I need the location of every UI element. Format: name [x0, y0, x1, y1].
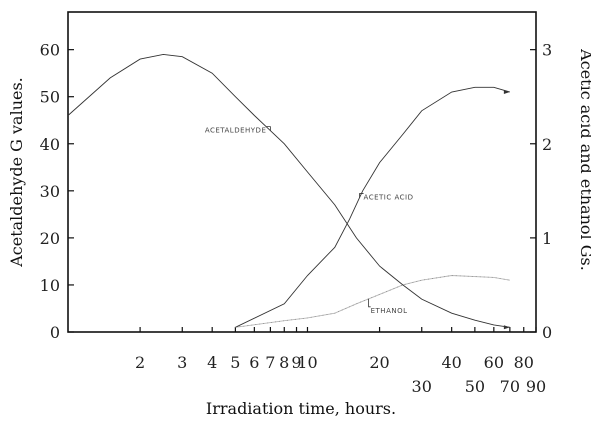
series-line-acetic-acid — [235, 86, 511, 328]
x-tick-label: 50 — [465, 377, 485, 396]
acetaldehyde-end-arrow — [503, 325, 510, 330]
series-line-ethanol — [235, 275, 510, 328]
x-tick-label: 4 — [207, 353, 217, 372]
right-y-axis-title: Acetic acid and ethanol Gs. — [577, 48, 591, 271]
series-line-acetaldehyde — [67, 53, 510, 328]
series-line-ethanol-trace — [235, 275, 510, 328]
right-y-tick-label: 3 — [542, 41, 552, 60]
x-tick-label: 30 — [412, 377, 432, 396]
x-tick-label: 8 — [279, 353, 289, 372]
plot-frame — [67, 11, 537, 333]
x-tick-label: 3 — [177, 353, 187, 372]
x-axis-title: Irradiation time, hours. — [206, 399, 396, 418]
x-tick-label: 80 — [514, 353, 534, 372]
series-layer — [67, 53, 511, 330]
x-tick-label: 5 — [230, 353, 240, 372]
series-label-acetic-acid: ACETIC ACID — [364, 194, 414, 202]
x-tick-label: 90 — [526, 377, 546, 396]
x-tick-label: 60 — [484, 353, 504, 372]
x-tick-label: 2 — [135, 353, 145, 372]
left-y-axis-title: Acetaldehyde G values. — [7, 77, 26, 268]
series-labels: ACETALDEHYDE ACETIC ACID ETHANOL — [205, 126, 414, 315]
x-tick-label: 7 — [265, 353, 275, 372]
x-tick-label: 6 — [249, 353, 259, 372]
left-y-tick-label: 20 — [40, 229, 60, 248]
left-y-tick-label: 0 — [50, 323, 60, 342]
x-tick-label: 40 — [441, 353, 461, 372]
label-leader — [359, 193, 364, 198]
x-tick-label: 70 — [500, 377, 520, 396]
x-tick-label: 9 — [291, 353, 301, 372]
left-y-tick-label: 60 — [40, 41, 60, 60]
acetic-acid-end-arrow — [503, 90, 510, 94]
label-leader — [368, 298, 371, 308]
right-y-tick-label: 0 — [542, 323, 552, 342]
label-leader — [266, 126, 271, 131]
right-y-tick-label: 1 — [542, 229, 552, 248]
left-y-tick-label: 10 — [40, 276, 60, 295]
series-label-ethanol: ETHANOL — [371, 307, 408, 315]
x-tick-label: 20 — [369, 353, 389, 372]
x-tick-label: 10 — [297, 353, 317, 372]
left-y-tick-label: 50 — [40, 88, 60, 107]
right-y-tick-label: 2 — [542, 135, 552, 154]
left-y-tick-label: 30 — [40, 182, 60, 201]
right-y-axis-ticks: 0 1 2 3 — [530, 41, 552, 342]
left-y-axis-ticks: 0 10 20 30 40 50 60 — [40, 41, 74, 342]
left-y-tick-label: 40 — [40, 135, 60, 154]
series-label-acetaldehyde: ACETALDEHYDE — [205, 127, 267, 135]
